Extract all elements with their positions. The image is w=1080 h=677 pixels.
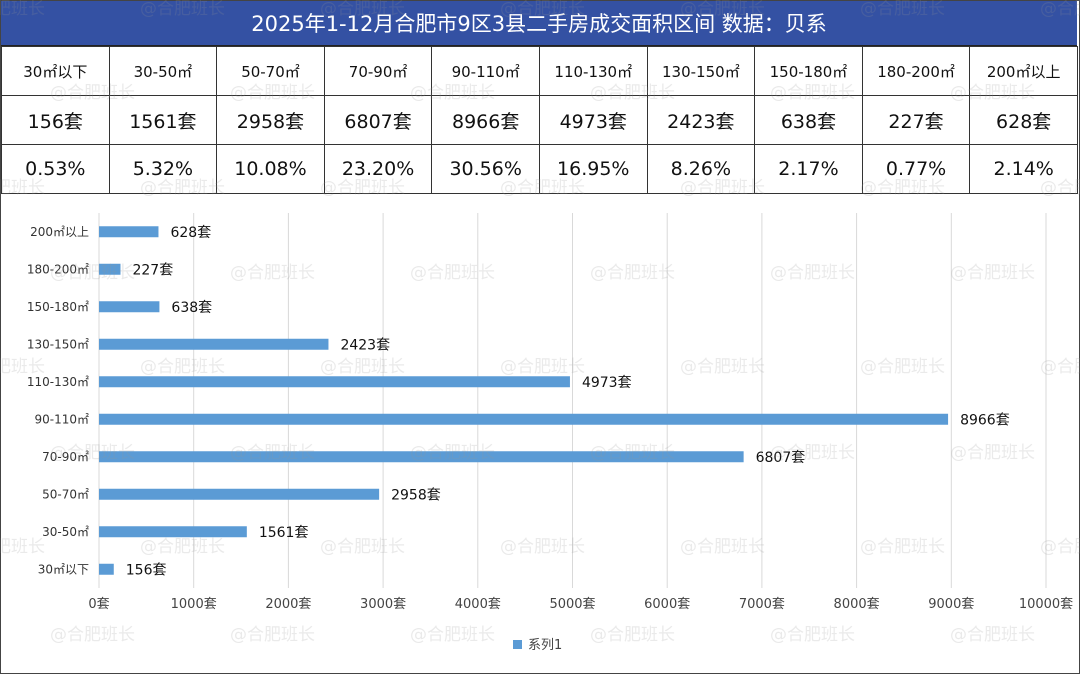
table-header-cell: 130-150㎡ bbox=[646, 46, 756, 96]
data-label: 638套 bbox=[171, 300, 212, 316]
chart-area: 0套 1000套 2000套 3000套 4000套 5000套 6000套 7000套 800… bbox=[1, 193, 1078, 673]
y-tick-label: 180-200㎡ bbox=[27, 262, 89, 276]
y-tick-label: 200㎡以上 bbox=[30, 225, 89, 239]
y-tick-label: 30㎡以下 bbox=[38, 562, 89, 576]
table-header-cell: 30-50㎡ bbox=[108, 46, 218, 96]
data-label: 2423套 bbox=[340, 337, 390, 353]
x-tick-label: 0套 bbox=[88, 596, 109, 612]
y-tick-label: 130-150㎡ bbox=[27, 337, 89, 351]
page-title: 2025年1-12月合肥市9区3县二手房成交面积区间 数据：贝系 bbox=[1, 1, 1077, 46]
bar bbox=[99, 451, 744, 463]
stats-table: 30㎡以下 30-50㎡ 50-70㎡ 70-90㎡ 90-110㎡ 110-130㎡ 13… bbox=[1, 46, 1078, 194]
y-tick-label: 150-180㎡ bbox=[27, 300, 89, 314]
data-label: 8966套 bbox=[960, 412, 1010, 428]
table-percent-cell: 8.26% bbox=[646, 144, 756, 194]
data-label: 1561套 bbox=[259, 525, 309, 541]
x-tick-label: 5000套 bbox=[549, 596, 595, 612]
table-percent-cell: 16.95% bbox=[538, 144, 648, 194]
bar bbox=[99, 376, 570, 388]
data-label: 156套 bbox=[126, 562, 167, 578]
table-count-cell: 156套 bbox=[1, 95, 110, 145]
table-percent-cell: 0.53% bbox=[1, 144, 110, 194]
x-tick-label: 7000套 bbox=[739, 596, 785, 612]
x-tick-label: 4000套 bbox=[455, 596, 501, 612]
bar bbox=[99, 301, 160, 313]
y-tick-label: 30-50㎡ bbox=[42, 525, 89, 539]
table-percent-row: 0.53% 5.32% 10.08% 23.20% 30.56% 16.95% 8.26% 2… bbox=[1, 144, 1078, 194]
data-label: 4973套 bbox=[582, 375, 632, 391]
bar bbox=[99, 338, 329, 350]
bar bbox=[99, 563, 114, 575]
table-header-cell: 70-90㎡ bbox=[323, 46, 433, 96]
table-count-cell: 4973套 bbox=[538, 95, 648, 145]
bar bbox=[99, 226, 159, 238]
table-percent-cell: 10.08% bbox=[216, 144, 325, 194]
table-count-cell: 227套 bbox=[861, 95, 971, 145]
table-header-cell: 30㎡以下 bbox=[1, 46, 110, 96]
bar bbox=[99, 526, 247, 538]
y-tick-label: 110-130㎡ bbox=[27, 375, 89, 389]
data-label: 2958套 bbox=[391, 487, 441, 503]
table-count-cell: 1561套 bbox=[108, 95, 218, 145]
table-header-cell: 150-180㎡ bbox=[754, 46, 863, 96]
table-percent-cell: 2.14% bbox=[969, 144, 1078, 194]
table-header-row: 30㎡以下 30-50㎡ 50-70㎡ 70-90㎡ 90-110㎡ 110-130㎡ 13… bbox=[1, 46, 1078, 96]
bar bbox=[99, 263, 121, 275]
legend-swatch bbox=[513, 640, 522, 649]
x-tick-label: 2000套 bbox=[265, 596, 311, 612]
y-tick-label: 90-110㎡ bbox=[34, 412, 89, 426]
table-header-cell: 180-200㎡ bbox=[861, 46, 971, 96]
x-tick-label: 8000套 bbox=[834, 596, 880, 612]
table-percent-cell: 30.56% bbox=[431, 144, 540, 194]
x-tick-label: 3000套 bbox=[360, 596, 406, 612]
table-header-cell: 200㎡以上 bbox=[969, 46, 1078, 96]
table-header-cell: 110-130㎡ bbox=[538, 46, 648, 96]
table-count-cell: 2423套 bbox=[646, 95, 756, 145]
table-count-row: 156套 1561套 2958套 6807套 8966套 4973套 2423套 638套 22… bbox=[1, 95, 1078, 145]
table-percent-cell: 5.32% bbox=[108, 144, 218, 194]
data-label: 6807套 bbox=[756, 450, 806, 466]
x-tick-label: 6000套 bbox=[644, 596, 690, 612]
table-percent-cell: 23.20% bbox=[323, 144, 433, 194]
x-tick-label: 9000套 bbox=[928, 596, 974, 612]
y-tick-label: 50-70㎡ bbox=[42, 487, 89, 501]
table-count-cell: 628套 bbox=[969, 95, 1078, 145]
table-count-cell: 6807套 bbox=[323, 95, 433, 145]
x-tick-label: 1000套 bbox=[171, 596, 217, 612]
table-header-cell: 50-70㎡ bbox=[216, 46, 325, 96]
table-count-cell: 8966套 bbox=[431, 95, 540, 145]
bar bbox=[99, 413, 949, 425]
bar-chart: 0套 1000套 2000套 3000套 4000套 5000套 6000套 7000套 800… bbox=[27, 213, 1073, 653]
data-label: 628套 bbox=[170, 225, 211, 241]
table-percent-cell: 0.77% bbox=[861, 144, 971, 194]
bar bbox=[99, 488, 380, 500]
legend-label: 系列1 bbox=[528, 638, 562, 653]
y-tick-label: 70-90㎡ bbox=[42, 450, 89, 464]
table-count-cell: 2958套 bbox=[216, 95, 325, 145]
table-header-cell: 90-110㎡ bbox=[431, 46, 540, 96]
table-percent-cell: 2.17% bbox=[754, 144, 863, 194]
table-count-cell: 638套 bbox=[754, 95, 863, 145]
x-tick-label: 10000套 bbox=[1019, 596, 1073, 612]
data-label: 227套 bbox=[132, 262, 173, 278]
